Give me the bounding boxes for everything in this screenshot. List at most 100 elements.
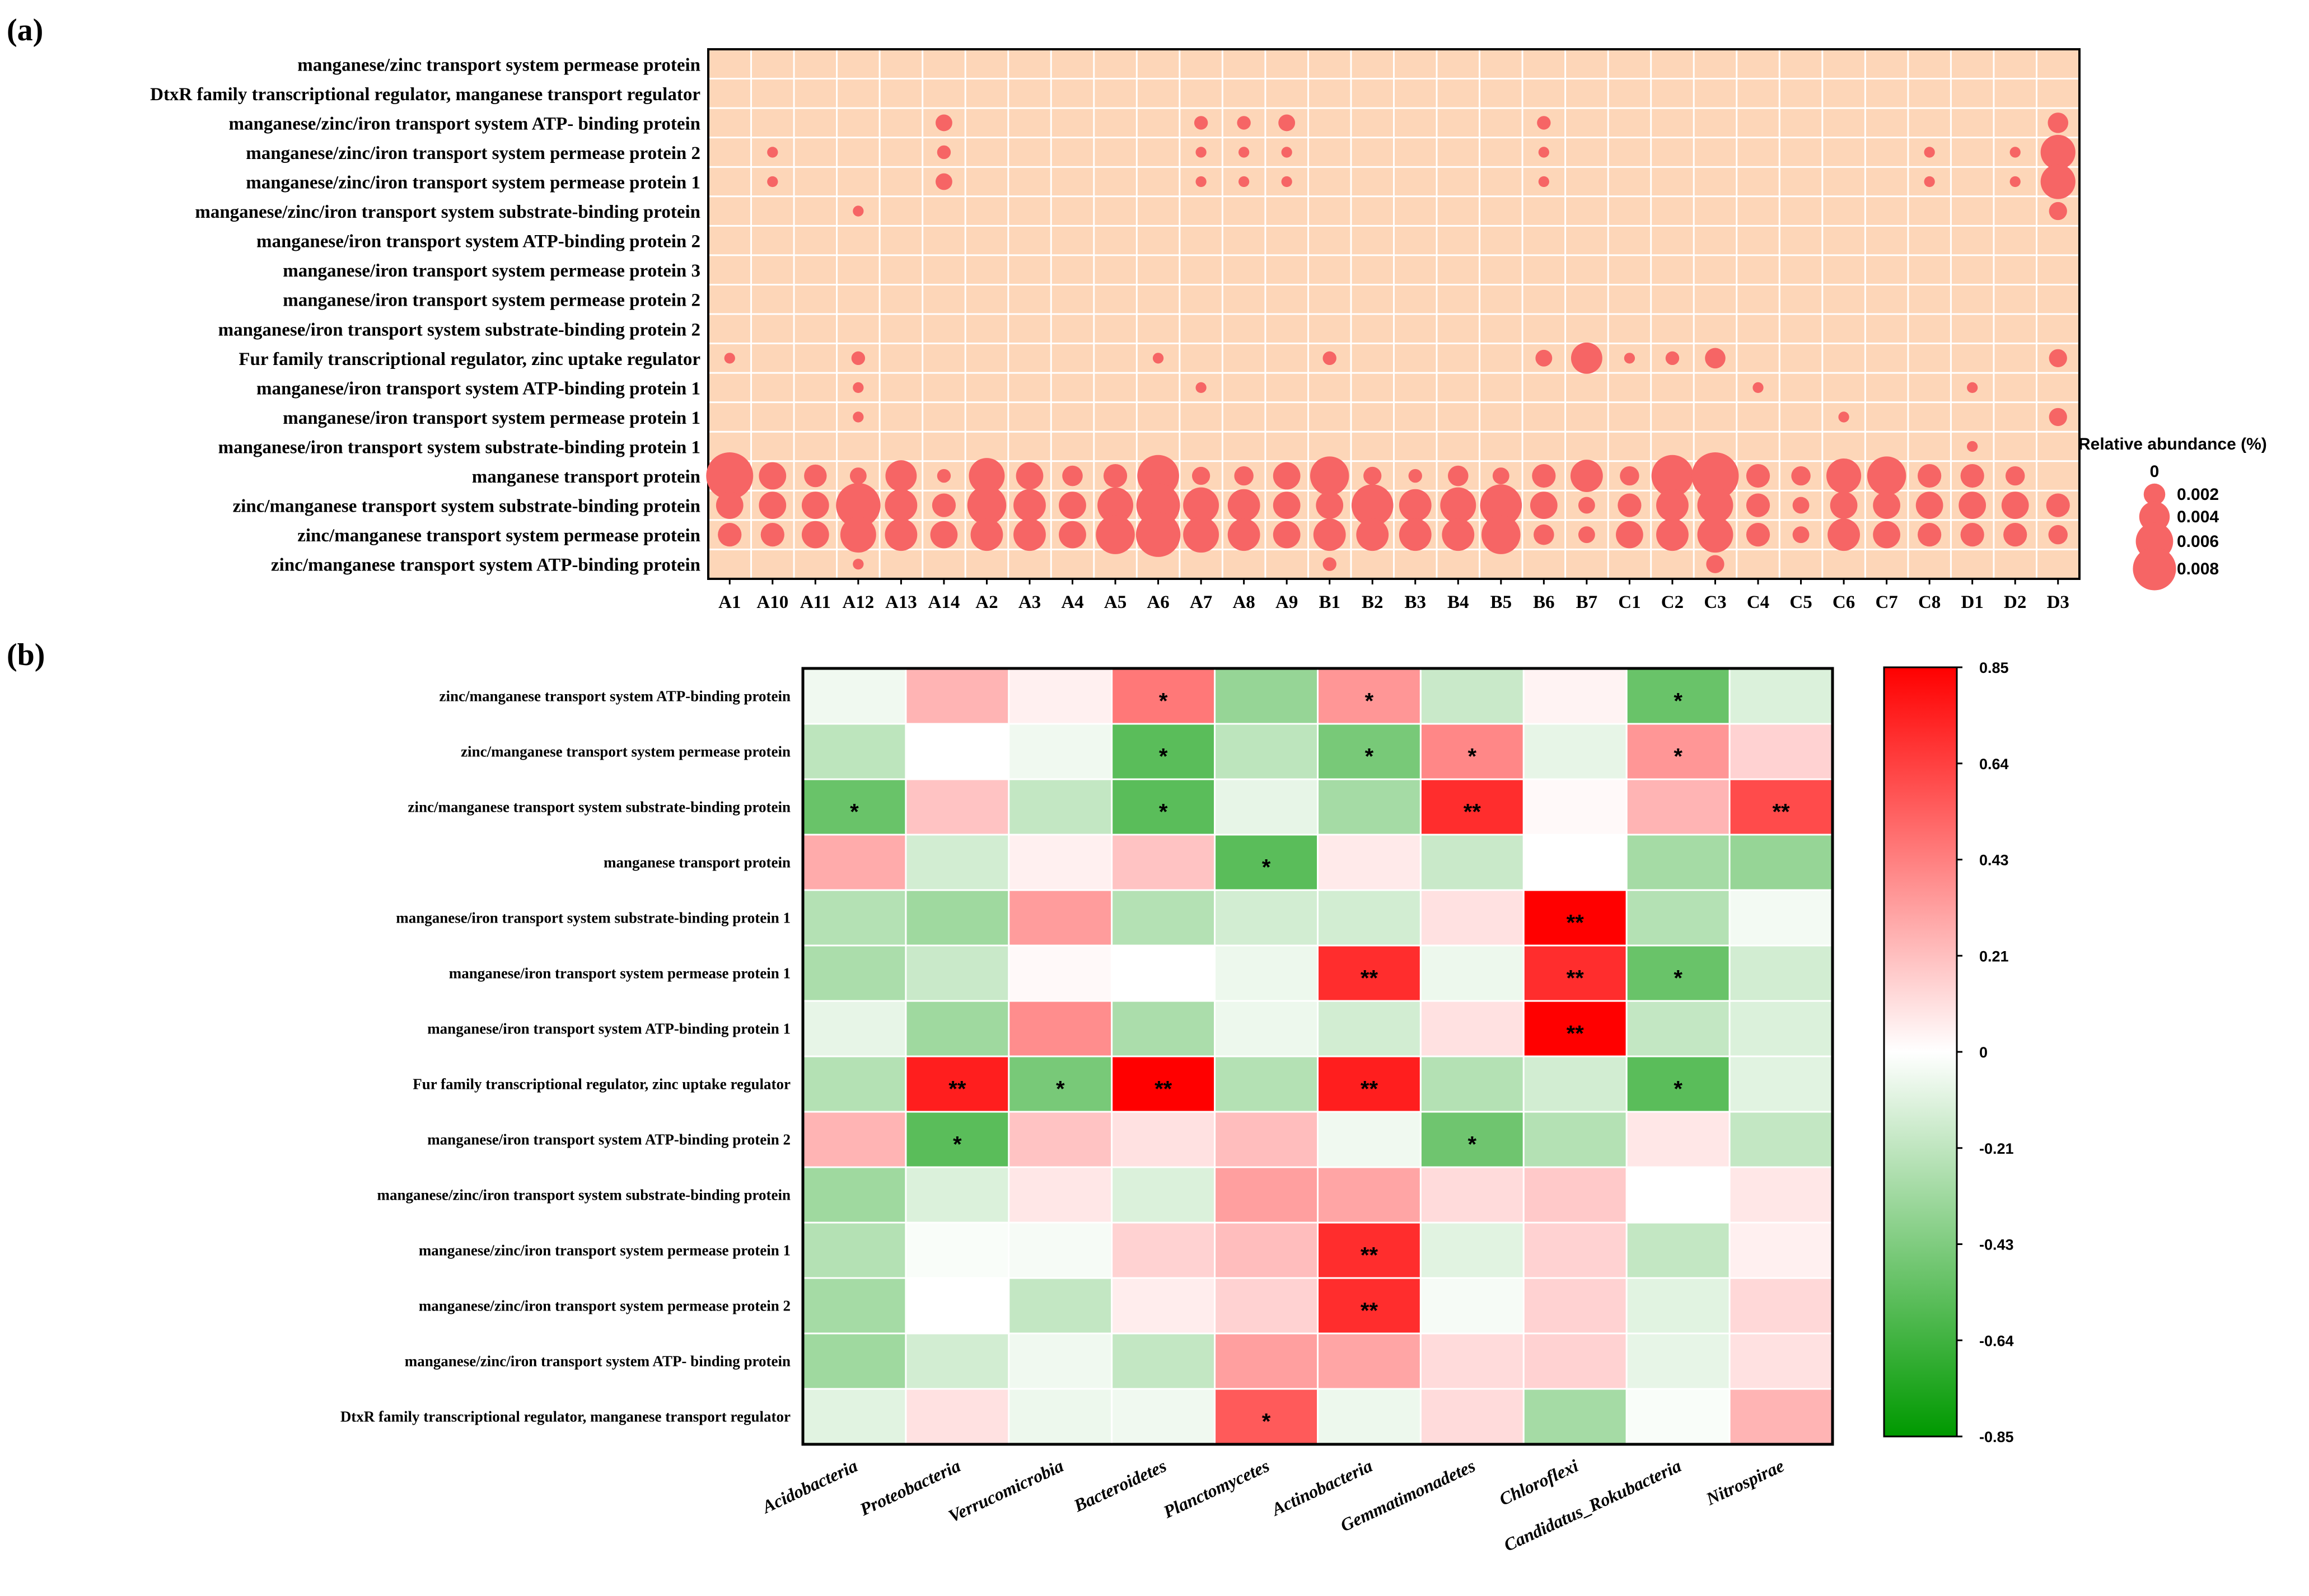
bubble-b1-fur-family-transcriptional-regulator-zinc-uptake-regulator [1322,351,1336,366]
column-label: A1 [718,592,741,612]
bubble-d2-zinc-manganese-transport-system-substrate-binding-protein [2001,492,2029,519]
row-label: manganese/zinc/iron transport system sub… [195,202,700,222]
cell-actinobacteria-manganese-iron-transport-system-atp-binding-protein-1 [1317,1000,1422,1057]
cell-actinobacteria-manganese-transport-protein [1317,834,1422,891]
bubble-a12-fur-family-transcriptional-regulator-zinc-uptake-regulator [851,351,866,366]
bubble-c1-zinc-manganese-transport-system-permease-protein [1616,521,1643,549]
bubble-a7-zinc-manganese-transport-system-substrate-binding-protein [1183,487,1219,523]
column-label: C5 [1789,592,1812,612]
bubble-b7-zinc-manganese-transport-system-substrate-binding-protein [1578,497,1595,514]
significance-mark: * [1674,966,1682,991]
bubble-c4-zinc-manganese-transport-system-substrate-binding-protein [1746,493,1770,517]
cell-candidatus-rokubacteria-manganese-iron-transport-system-atp-binding-protein-2 [1625,1111,1731,1168]
cell-proteobacteria-manganese-iron-transport-system-atp-binding-protein-2 [905,1111,1010,1168]
cell-candidatus-rokubacteria-manganese-iron-transport-system-atp-binding-protein-1 [1625,1000,1731,1057]
bubble-b2-manganese-transport-protein [1363,466,1382,485]
bubble-c6-manganese-iron-transport-system-permease-protein-1 [1838,411,1849,423]
cell-nitrospirae-zinc-manganese-transport-system-permease-protein [1728,723,1834,780]
heatmap-frame [801,667,1834,1446]
legend-label: 0.002 [2177,485,2219,504]
cell-verrucomicrobia-manganese-iron-transport-system-atp-binding-protein-2 [1008,1111,1113,1168]
bubble-a7-zinc-manganese-transport-system-permease-protein [1183,517,1219,553]
row-label: manganese/zinc/iron transport system per… [419,1298,791,1314]
column-label: C1 [1618,592,1640,612]
significance-mark: ** [1567,1022,1584,1046]
bubble-a7-manganese-zinc-iron-transport-system-permease-protein-1 [1195,176,1207,188]
cell-bacteroidetes-manganese-iron-transport-system-permease-protein-1 [1111,944,1216,1002]
bubble-b7-fur-family-transcriptional-regulator-zinc-uptake-regulator [1571,342,1602,374]
bubble-c3-manganese-transport-protein [1691,452,1739,500]
cell-planctomycetes-zinc-manganese-transport-system-atp-binding-protein [1214,667,1319,725]
cell-actinobacteria-manganese-zinc-iron-transport-system-atp-binding-protein [1317,1332,1422,1390]
cell-proteobacteria-zinc-manganese-transport-system-atp-binding-protein [905,667,1010,725]
cell-acidobacteria-manganese-zinc-iron-transport-system-atp-binding-protein [802,1332,907,1390]
column-label: D3 [2047,592,2069,612]
cell-gemmatimonadetes-manganese-zinc-iron-transport-system-permease-protein-1 [1419,1221,1525,1279]
row-label: manganese/zinc/iron transport system ATP… [405,1353,791,1370]
row-label: zinc/manganese transport system ATP-bind… [271,555,700,575]
legend-bubble [2143,483,2166,506]
cell-acidobacteria-manganese-iron-transport-system-permease-protein-1 [802,944,907,1002]
legend-label: 0 [2150,462,2160,481]
cell-planctomycetes-manganese-iron-transport-system-substrate-binding-protein-1 [1214,889,1319,947]
cell-bacteroidetes-manganese-zinc-iron-transport-system-permease-protein-2 [1111,1277,1216,1335]
bubble-a5-zinc-manganese-transport-system-substrate-binding-protein [1097,487,1134,523]
bubble-a14-zinc-manganese-transport-system-substrate-binding-protein [932,493,956,517]
column-label: C4 [1747,592,1769,612]
cell-chloroflexi-manganese-zinc-iron-transport-system-atp-binding-protein [1522,1332,1628,1390]
colorbar-label: -0.21 [1979,1140,2014,1157]
cell-chloroflexi-manganese-iron-transport-system-atp-binding-protein-2 [1522,1111,1628,1168]
bubble-d3-manganese-zinc-iron-transport-system-permease-protein-1 [2040,164,2076,199]
cell-candidatus-rokubacteria-manganese-zinc-iron-transport-system-substrate-binding-protein [1625,1166,1731,1224]
column-label: B7 [1576,592,1598,612]
bubble-d2-manganese-zinc-iron-transport-system-permease-protein-2 [2009,147,2021,158]
row-label: manganese/zinc/iron transport system sub… [377,1187,791,1204]
bubble-a1-manganese-transport-protein [706,452,754,500]
bubble-a12-manganese-iron-transport-system-atp-binding-protein-1 [853,382,864,394]
bubble-c2-manganese-transport-protein [1651,455,1694,497]
column-label: Bacteroidetes [1070,1455,1169,1516]
significance-mark: ** [1361,1243,1378,1268]
column-label: Planctomycetes [1160,1455,1272,1522]
cell-candidatus-rokubacteria-manganese-zinc-iron-transport-system-permease-protein-1 [1625,1221,1731,1279]
cell-proteobacteria-manganese-iron-transport-system-substrate-binding-protein-1 [905,889,1010,947]
bubble-c4-manganese-transport-protein [1746,464,1770,488]
bubble-c3-fur-family-transcriptional-regulator-zinc-uptake-regulator [1705,348,1726,369]
colorbar-label: 0.64 [1979,756,2009,773]
bubble-d1-zinc-manganese-transport-system-substrate-binding-protein [1959,492,1987,519]
column-label: A2 [975,592,998,612]
bubble-a11-zinc-manganese-transport-system-permease-protein [801,521,829,549]
bubble-c6-manganese-transport-protein [1826,458,1862,494]
bubble-a13-manganese-transport-protein [885,460,917,492]
column-label: A9 [1275,592,1298,612]
cell-planctomycetes-manganese-iron-transport-system-atp-binding-protein-1 [1214,1000,1319,1057]
cell-gemmatimonadetes-zinc-manganese-transport-system-atp-binding-protein [1419,667,1525,725]
bubble-c2-zinc-manganese-transport-system-substrate-binding-protein [1656,489,1689,522]
cell-actinobacteria-zinc-manganese-transport-system-permease-protein [1317,723,1422,780]
bubble-c1-zinc-manganese-transport-system-substrate-binding-protein [1618,493,1642,517]
significance-mark: ** [1361,966,1378,991]
panel-a-bubble-chart: manganese/zinc transport system permease… [150,48,2267,612]
bubble-d3-manganese-zinc-iron-transport-system-substrate-binding-protein [2049,202,2067,221]
bubble-c8-manganese-zinc-iron-transport-system-permease-protein-2 [1924,147,1935,158]
bubble-a6-zinc-manganese-transport-system-permease-protein [1135,512,1181,557]
cell-bacteroidetes-manganese-zinc-iron-transport-system-substrate-binding-protein [1111,1166,1216,1224]
cell-verrucomicrobia-manganese-transport-protein [1008,834,1113,891]
column-label: B1 [1319,592,1340,612]
colorbar-label: 0 [1979,1044,1988,1061]
bubble-a8-manganese-zinc-iron-transport-system-atp-binding-protein [1237,116,1251,130]
cell-planctomycetes-manganese-zinc-iron-transport-system-permease-protein-2 [1214,1277,1319,1335]
row-label: manganese/zinc/iron transport system per… [419,1242,791,1259]
cell-chloroflexi-zinc-manganese-transport-system-substrate-binding-protein [1522,778,1628,836]
bubble-a1-zinc-manganese-transport-system-permease-protein [718,523,742,547]
cell-candidatus-rokubacteria-manganese-iron-transport-system-permease-protein-1 [1625,944,1731,1002]
column-label: B4 [1447,592,1469,612]
bubble-b6-fur-family-transcriptional-regulator-zinc-uptake-regulator [1535,349,1553,367]
cell-bacteroidetes-manganese-zinc-iron-transport-system-permease-protein-1 [1111,1221,1216,1279]
cell-acidobacteria-zinc-manganese-transport-system-permease-protein [802,723,907,780]
row-label: manganese/zinc/iron transport system per… [246,143,700,163]
colorbar-label: 0.21 [1979,948,2009,965]
cell-gemmatimonadetes-fur-family-transcriptional-regulator-zinc-uptake-regulator [1419,1055,1525,1113]
bubble-a12-zinc-manganese-transport-system-substrate-binding-protein [836,483,881,528]
bubble-c2-zinc-manganese-transport-system-permease-protein [1656,518,1689,551]
